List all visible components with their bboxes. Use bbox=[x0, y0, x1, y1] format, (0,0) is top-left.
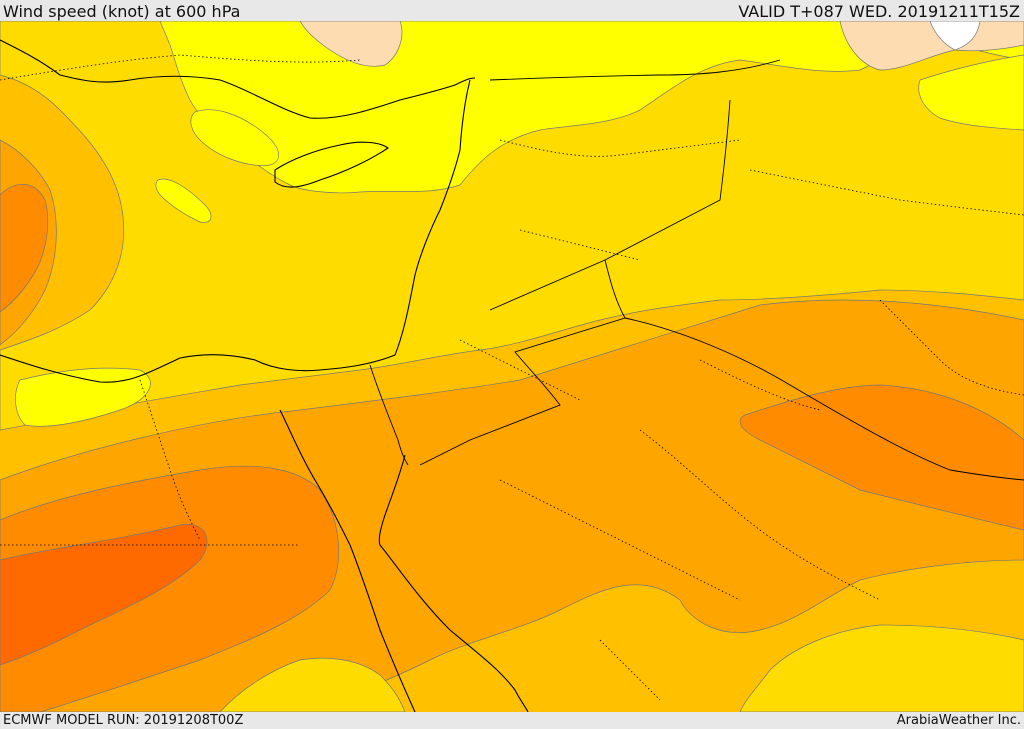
band-orange-west-inner bbox=[0, 184, 49, 313]
footer-bar bbox=[0, 712, 1024, 729]
jordan-saudi-border bbox=[419, 259, 626, 466]
band-white bbox=[929, 21, 981, 51]
mediterranean-coast bbox=[0, 79, 471, 383]
band-peach-2 bbox=[839, 21, 1024, 71]
band-orange-dark-sw bbox=[0, 465, 340, 712]
red-sea-east-coast bbox=[379, 544, 529, 712]
model-run-label: ECMWF MODEL RUN: 20191208T00Z bbox=[3, 713, 244, 728]
band-orange-dark-east bbox=[739, 384, 1024, 531]
header-bar bbox=[0, 0, 1024, 21]
credit-label: ArabiaWeather Inc. bbox=[896, 713, 1021, 728]
band-red-orange bbox=[0, 523, 208, 666]
red-sea-gulf-suez bbox=[279, 409, 416, 712]
syria-iraq-border bbox=[489, 59, 781, 311]
map-title: Wind speed (knot) at 600 hPa bbox=[3, 2, 241, 21]
cyprus-coast bbox=[274, 141, 389, 188]
band-yellow-blob-1 bbox=[190, 109, 280, 166]
band-peach-1 bbox=[299, 21, 403, 67]
saudi-iraq-border bbox=[624, 317, 1024, 481]
band-gold-sw bbox=[219, 657, 406, 712]
band-gold-se bbox=[739, 624, 1024, 712]
wind-speed-map bbox=[0, 21, 1024, 712]
band-yellow-blob-2 bbox=[155, 178, 212, 223]
band-yellow-east bbox=[918, 54, 1024, 131]
band-yellow-west bbox=[15, 367, 151, 427]
valid-time-label: VALID T+087 WED. 20191211T15Z bbox=[738, 2, 1020, 21]
turkey-coast bbox=[0, 39, 476, 119]
egypt-israel-border bbox=[369, 364, 409, 466]
gulf-aqaba bbox=[378, 454, 406, 546]
admin-boundaries bbox=[0, 54, 1024, 701]
